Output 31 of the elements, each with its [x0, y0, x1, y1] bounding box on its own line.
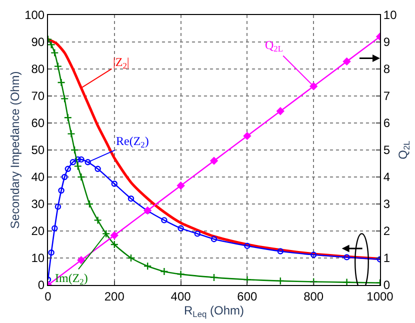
x-tick-label: 200 [104, 289, 125, 304]
text: |Z$_{2}$| [113, 55, 130, 71]
y-axis-title: Secondary Impedance (Ohm) [8, 71, 22, 229]
y-tick-label: 70 [31, 89, 45, 104]
x-axis-title: R$_{Leq}$ (Ohm) [184, 303, 244, 319]
y-tick-label: 10 [31, 251, 45, 266]
y2-tick-label: 4 [383, 170, 390, 184]
y2-tick-label: 5 [383, 143, 390, 158]
x-tick-label: 800 [304, 289, 324, 304]
y2-tick-label: 7 [383, 89, 390, 104]
text: Q$_{2L}$ [265, 38, 283, 54]
y2-tick-label: 3 [383, 197, 390, 212]
text: Re(Z$_{2}$) [116, 134, 149, 150]
text: Im(Z$_{2}$) [55, 271, 88, 287]
y2-tick-label: 8 [383, 62, 390, 76]
y-tick-label: 0 [38, 278, 45, 292]
y2-tick-label: 1 [383, 251, 390, 266]
y-tick-label: 20 [31, 224, 45, 238]
x-tick-label: 600 [237, 289, 258, 304]
y2-tick-label: 9 [383, 35, 390, 50]
y2-tick-label: 10 [383, 8, 398, 22]
x-tick-label: 400 [170, 289, 192, 304]
y-tick-label: 90 [31, 35, 45, 50]
y-tick-label: 40 [31, 170, 45, 184]
y-tick-label: 60 [31, 116, 45, 130]
y-tick-label: 80 [31, 62, 45, 76]
y2-tick-label: 6 [383, 116, 390, 130]
y-tick-label: 30 [31, 197, 45, 212]
y2-tick-label: 2 [383, 224, 390, 238]
y-tick-label: 100 [24, 8, 45, 22]
y-tick-label: 50 [31, 143, 45, 158]
